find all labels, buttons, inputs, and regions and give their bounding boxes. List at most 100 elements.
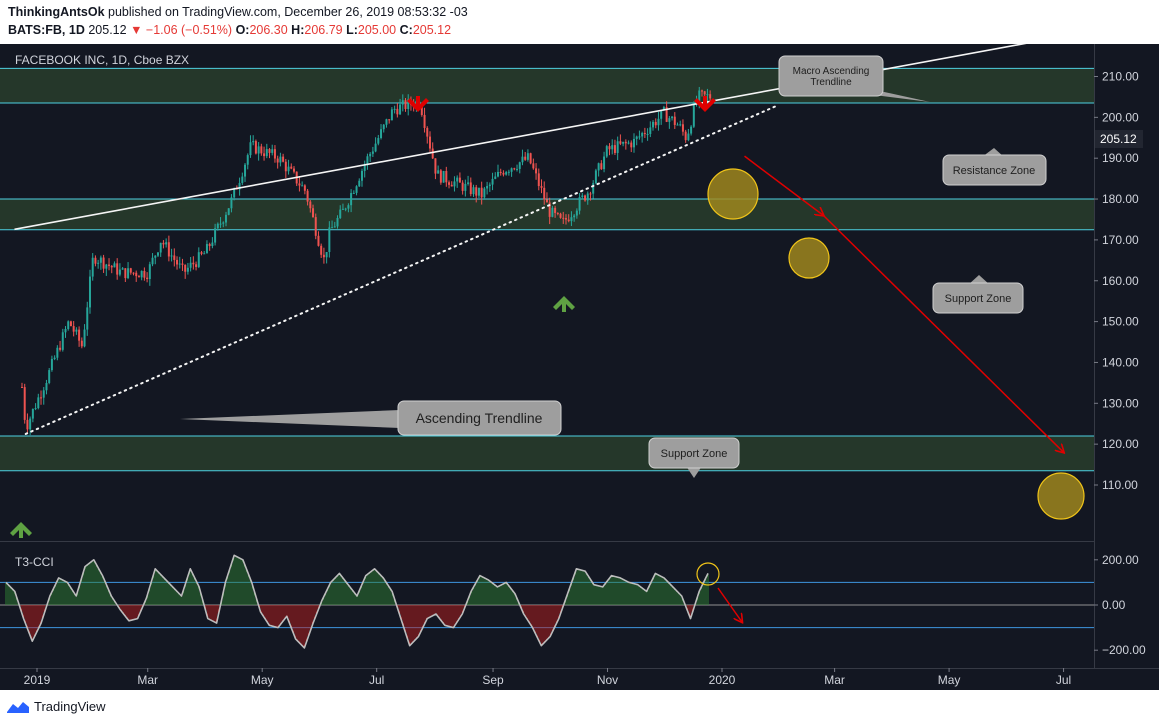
candle-body bbox=[638, 136, 641, 138]
zone-band bbox=[0, 199, 1094, 230]
candle-body bbox=[339, 209, 342, 218]
publish-info: ThinkingAntsOk published on TradingView.… bbox=[8, 5, 468, 19]
candle-body bbox=[355, 186, 358, 193]
candle-body bbox=[423, 114, 426, 128]
candle-body bbox=[20, 386, 23, 388]
candle-body bbox=[306, 190, 309, 202]
y-tick-label: 130.00 bbox=[1102, 396, 1139, 410]
candle-body bbox=[252, 141, 255, 143]
candle-body bbox=[360, 170, 363, 181]
support-low-callout-text: Support Zone bbox=[661, 448, 728, 460]
x-tick-label: Mar bbox=[137, 673, 158, 687]
candle-body bbox=[159, 242, 162, 253]
candle-body bbox=[477, 187, 480, 196]
candle-body bbox=[363, 164, 366, 171]
price-change: ▼ −1.06 (−0.51%) bbox=[130, 23, 233, 37]
candle-body bbox=[56, 347, 59, 358]
candle-body bbox=[578, 197, 581, 211]
projection-arrow bbox=[822, 214, 1063, 452]
candle-body bbox=[205, 244, 208, 254]
candle-body bbox=[575, 210, 578, 216]
price-axis[interactable]: 110.00 120.00 130.00 140.00 150.00 160.00 170.… bbox=[1094, 29, 1139, 492]
candle-body bbox=[127, 268, 130, 279]
support-zone-low-callout[interactable]: Support Zone bbox=[648, 437, 740, 478]
candle-body bbox=[344, 208, 347, 210]
candle-body bbox=[502, 172, 505, 175]
candle-body bbox=[317, 235, 320, 246]
candle-body bbox=[426, 127, 429, 137]
candle-body bbox=[472, 187, 475, 195]
candle-body bbox=[632, 138, 635, 148]
y-tick-label: 210.00 bbox=[1102, 70, 1139, 84]
candle-body bbox=[371, 151, 374, 154]
ascending-trendline-callout[interactable]: Ascending Trendline bbox=[180, 400, 562, 436]
ohlc-line: BATS:FB, 1D 205.12 ▼ −1.06 (−0.51%) O:20… bbox=[8, 23, 451, 37]
candle-body bbox=[676, 124, 679, 126]
candle-body bbox=[227, 208, 230, 215]
candle-body bbox=[192, 262, 195, 265]
candle-body bbox=[510, 168, 513, 172]
candle-body bbox=[535, 168, 538, 174]
tradingview-logo-icon[interactable] bbox=[6, 699, 30, 715]
candle-body bbox=[499, 171, 502, 173]
resistance-callout-text: Resistance Zone bbox=[953, 165, 1036, 177]
candle-body bbox=[249, 142, 252, 156]
candle-body bbox=[244, 164, 247, 177]
candle-body bbox=[97, 262, 100, 264]
candle-body bbox=[641, 133, 644, 137]
author-name[interactable]: ThinkingAntsOk bbox=[8, 5, 105, 19]
candle-body bbox=[208, 244, 211, 247]
candle-body bbox=[671, 116, 674, 119]
candle-body bbox=[537, 173, 540, 187]
candle-body bbox=[72, 326, 75, 332]
candle-body bbox=[592, 183, 595, 194]
time-axis[interactable]: 2019 Mar May Jul Sep Nov 2020 Mar May Jul bbox=[24, 668, 1072, 687]
x-tick-label: 2020 bbox=[709, 673, 736, 687]
candle-body bbox=[312, 208, 315, 218]
candle-body bbox=[113, 263, 116, 268]
zone-band bbox=[0, 68, 1094, 104]
candle-body bbox=[453, 181, 456, 187]
candle-body bbox=[635, 136, 638, 139]
candle-body bbox=[496, 171, 499, 177]
candle-body bbox=[186, 267, 189, 272]
candle-body bbox=[23, 387, 26, 420]
indicator-axis[interactable]: 200.00 0.00 −200.00 bbox=[1094, 553, 1146, 657]
candle-body bbox=[532, 163, 535, 169]
candle-body bbox=[276, 158, 279, 163]
cci-tick-label: 0.00 bbox=[1102, 598, 1126, 612]
candle-body bbox=[298, 183, 301, 186]
candle-body bbox=[388, 119, 391, 121]
candle-body bbox=[129, 268, 132, 273]
candle-body bbox=[178, 263, 181, 265]
y-tick-label: 110.00 bbox=[1102, 478, 1138, 492]
y-tick-label: 160.00 bbox=[1102, 274, 1139, 288]
ascending-callout-text: Ascending Trendline bbox=[416, 410, 543, 426]
candle-body bbox=[148, 264, 151, 280]
x-tick-label: Sep bbox=[482, 673, 504, 687]
x-tick-label: Jul bbox=[369, 673, 384, 687]
candle-body bbox=[551, 207, 554, 217]
candle-body bbox=[570, 217, 573, 222]
support-zone-callout[interactable]: Support Zone bbox=[932, 275, 1024, 314]
candle-body bbox=[292, 168, 295, 172]
candle-body bbox=[170, 255, 173, 257]
brand-name[interactable]: TradingView bbox=[34, 699, 106, 714]
candle-body bbox=[45, 382, 48, 391]
candle-body bbox=[257, 146, 260, 154]
candle-body bbox=[486, 185, 489, 189]
macro-trendline-callout[interactable]: Macro Ascending Trendline bbox=[778, 55, 930, 102]
candle-body bbox=[483, 188, 486, 198]
candle-body bbox=[37, 397, 40, 409]
candle-body bbox=[698, 90, 701, 102]
candle-body bbox=[703, 91, 706, 95]
chart-area[interactable]: Macro Ascending Trendline Resistance Zon… bbox=[0, 29, 1159, 690]
candle-body bbox=[31, 408, 34, 419]
candle-body bbox=[673, 116, 676, 125]
candle-body bbox=[567, 219, 570, 222]
candle-body bbox=[679, 124, 682, 126]
candle-body bbox=[165, 242, 168, 245]
candle-body bbox=[385, 119, 388, 125]
chart-svg[interactable]: Macro Ascending Trendline Resistance Zon… bbox=[0, 29, 1159, 690]
resistance-zone-callout[interactable]: Resistance Zone bbox=[942, 148, 1047, 186]
